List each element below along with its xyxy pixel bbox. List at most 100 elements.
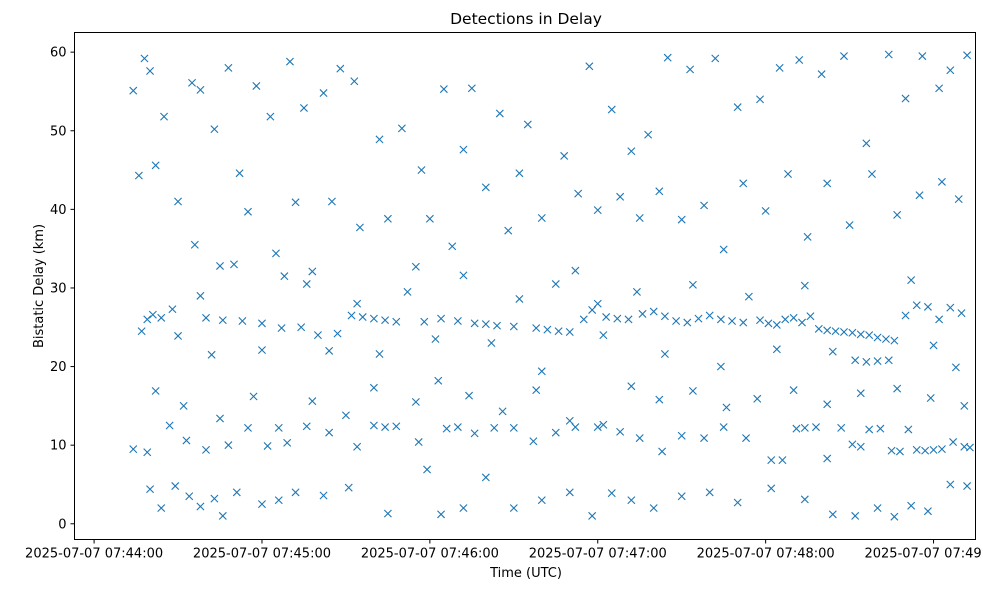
data-point: [257, 346, 266, 355]
data-point: [285, 57, 294, 66]
data-point: [845, 221, 854, 230]
data-point: [784, 169, 793, 178]
data-point: [733, 103, 742, 112]
data-point: [688, 280, 697, 289]
data-point: [923, 507, 932, 516]
data-point: [336, 64, 345, 73]
data-point: [532, 386, 541, 395]
data-point: [602, 313, 611, 322]
data-point: [915, 191, 924, 200]
data-point: [772, 320, 781, 329]
data-point: [411, 397, 420, 406]
data-point: [302, 422, 311, 431]
data-point: [171, 482, 180, 491]
data-point: [851, 511, 860, 520]
data-point: [168, 305, 177, 314]
data-point: [660, 312, 669, 321]
data-point: [319, 491, 328, 500]
data-point: [560, 151, 569, 160]
data-point: [151, 386, 160, 395]
data-point: [151, 161, 160, 170]
data-point: [216, 261, 224, 270]
data-point: [509, 423, 518, 432]
data-point: [957, 309, 966, 318]
data-point: [744, 292, 753, 301]
data-point: [756, 316, 765, 325]
data-point: [901, 311, 910, 320]
data-point: [607, 489, 616, 498]
data-point: [929, 341, 938, 350]
data-point: [655, 395, 664, 404]
data-point: [179, 401, 188, 410]
data-point: [302, 280, 311, 289]
data-point: [274, 423, 283, 432]
data-point: [800, 281, 809, 290]
data-point: [856, 330, 865, 339]
data-point: [963, 482, 972, 491]
data-point: [873, 504, 882, 513]
data-point: [921, 446, 930, 455]
data-point: [196, 291, 205, 300]
data-point: [319, 89, 328, 98]
data-point: [490, 423, 499, 432]
data-point: [207, 350, 216, 359]
data-point: [658, 447, 667, 456]
data-point: [146, 67, 155, 76]
data-point: [174, 331, 183, 340]
data-point: [532, 324, 541, 333]
data-point: [129, 445, 138, 454]
data-point: [935, 315, 944, 324]
data-point: [291, 488, 300, 497]
data-point: [739, 179, 748, 188]
data-point: [756, 95, 765, 104]
axes-frame: [74, 32, 976, 540]
data-point: [593, 206, 602, 215]
data-point: [862, 357, 871, 366]
data-point: [137, 327, 146, 336]
data-point: [350, 77, 359, 86]
y-tick-label: 0: [58, 517, 66, 532]
data-point: [778, 456, 787, 465]
data-point: [887, 446, 896, 455]
data-point: [638, 309, 647, 318]
data-point: [266, 112, 275, 121]
x-tick-label: 2025-07-07 07:49:00: [864, 547, 983, 562]
data-point: [856, 442, 865, 451]
data-point: [660, 350, 669, 358]
data-point: [554, 327, 563, 336]
data-point: [649, 504, 658, 513]
data-point: [951, 363, 960, 372]
data-point: [873, 357, 882, 366]
data-point: [565, 327, 574, 336]
data-point: [627, 147, 636, 156]
data-point: [688, 386, 697, 395]
data-point: [700, 434, 709, 443]
x-tick-label: 2025-07-07 07:48:00: [697, 547, 835, 562]
data-point: [800, 423, 809, 432]
data-point: [867, 169, 876, 178]
data-point: [297, 323, 306, 332]
data-point: [537, 367, 546, 376]
y-tick-label: 10: [50, 439, 67, 454]
data-point: [291, 198, 300, 207]
data-point: [935, 84, 944, 93]
data-point: [417, 166, 426, 175]
data-point: [848, 440, 857, 449]
data-point: [929, 445, 938, 454]
data-point: [515, 169, 524, 178]
data-point: [358, 313, 367, 322]
data-point: [157, 504, 166, 513]
data-point: [817, 70, 826, 79]
data-point: [851, 356, 860, 365]
data-point: [202, 445, 211, 454]
x-tick-label: 2025-07-07 07:45:00: [193, 547, 331, 562]
chart-title: Detections in Delay: [450, 10, 602, 28]
data-point: [613, 314, 622, 323]
y-tick-label: 50: [50, 124, 67, 139]
x-tick-label: 2025-07-07 07:46:00: [361, 547, 499, 562]
data-point: [347, 311, 356, 320]
data-point: [828, 510, 837, 519]
data-point: [767, 484, 776, 493]
data-point: [823, 400, 832, 409]
data-point: [753, 394, 762, 403]
